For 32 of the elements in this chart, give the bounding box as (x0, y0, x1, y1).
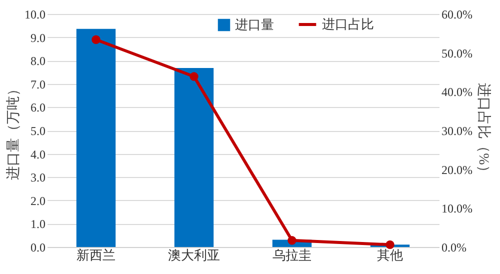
y-tick-label: 3.0 (30, 170, 46, 185)
y2-tick-label: 40.0% (442, 85, 472, 100)
y2-tick-label: 0.0% (442, 240, 466, 254)
x-tick-label: 乌拉圭 (272, 248, 312, 262)
y2-tick-label: 30.0% (442, 124, 472, 138)
x-tick-label: 新西兰 (76, 248, 116, 262)
y-tick-label: 5.0 (30, 124, 46, 138)
x-tick-label: 其他 (377, 248, 403, 262)
point (92, 35, 100, 44)
y2-tick-label: 10.0% (442, 202, 472, 216)
y-axis-title: 进口量（万吨） (6, 82, 22, 180)
y-tick-label: 2.0 (30, 194, 46, 208)
point (190, 72, 198, 81)
y2-axis-title: 进口占比（%） (475, 83, 492, 179)
point (288, 236, 296, 245)
y-tick-label: 4.0 (30, 147, 46, 162)
y2-tick-label: 60.0% (442, 8, 472, 22)
bar (76, 28, 116, 247)
y-tick-label: 1.0 (30, 217, 46, 232)
point (386, 240, 394, 250)
y-tick-label: 9.0 (30, 30, 46, 45)
y-tick-label: 10.0 (24, 8, 46, 22)
legend-label: 进口量 (235, 17, 274, 32)
x-tick-label: 澳大利亚 (168, 248, 220, 262)
legend-label: 进口占比 (322, 16, 374, 32)
bar (174, 68, 214, 247)
y-tick-label: 0.0 (30, 240, 46, 254)
y-tick-label: 8.0 (30, 54, 46, 68)
y-tick-label: 7.0 (30, 77, 46, 92)
y2-tick-label: 50.0% (442, 46, 472, 60)
y-tick-label: 6.0 (30, 100, 46, 115)
y2-tick-label: 20.0% (442, 162, 472, 177)
